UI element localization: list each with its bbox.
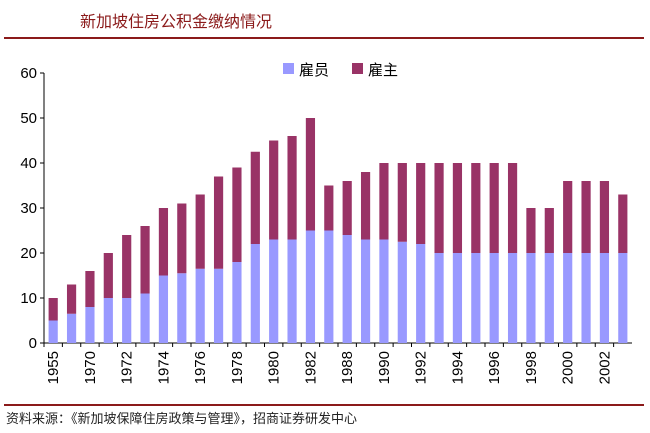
bar-employee bbox=[434, 253, 444, 343]
legend-label-employer: 雇主 bbox=[368, 61, 398, 79]
bar-employer bbox=[397, 163, 407, 242]
bar-employer bbox=[471, 163, 481, 253]
bar-employer bbox=[122, 235, 132, 298]
bar-employer bbox=[213, 176, 224, 269]
bar-employer bbox=[140, 226, 150, 294]
x-tick-label: 2000 bbox=[560, 351, 577, 384]
bar-employer bbox=[232, 167, 242, 262]
bar-employer bbox=[360, 172, 371, 240]
bar-employee bbox=[232, 262, 242, 343]
bar-employee bbox=[379, 239, 389, 343]
y-tick-label: 0 bbox=[29, 335, 37, 352]
bar-employee bbox=[103, 298, 113, 343]
top-rule bbox=[4, 37, 644, 39]
bar-employee bbox=[48, 320, 58, 343]
x-tick-label: 1974 bbox=[155, 351, 172, 384]
bar-employee bbox=[140, 293, 150, 343]
bar-employee bbox=[360, 239, 371, 343]
x-tick-label: 1998 bbox=[523, 351, 540, 384]
bar-employer bbox=[618, 194, 628, 253]
bar-employer bbox=[85, 271, 95, 307]
bar-employer bbox=[507, 163, 518, 253]
y-tick-label: 60 bbox=[20, 65, 37, 82]
bar-employee bbox=[544, 253, 554, 343]
x-tick-label: 1990 bbox=[376, 351, 393, 384]
bar-employee bbox=[195, 268, 205, 343]
legend-swatch-employee bbox=[283, 63, 294, 74]
bar-employee bbox=[122, 298, 132, 343]
bar-employee bbox=[250, 244, 260, 343]
bar-employer bbox=[563, 181, 573, 253]
x-tick-label: 1992 bbox=[413, 351, 430, 384]
bar-employer bbox=[342, 181, 352, 235]
bar-employer bbox=[379, 163, 389, 240]
bar-employer bbox=[103, 253, 113, 298]
bar-employer bbox=[305, 118, 316, 231]
y-tick-label: 40 bbox=[20, 155, 37, 172]
bar-employee bbox=[581, 253, 591, 343]
bar-employee bbox=[507, 253, 518, 343]
bottom-rule bbox=[4, 404, 644, 406]
bar-employer bbox=[581, 181, 591, 253]
bar-employer bbox=[416, 163, 426, 244]
x-tick-label: 1976 bbox=[192, 351, 209, 384]
bar-employee bbox=[416, 244, 426, 343]
x-tick-label: 1978 bbox=[229, 351, 246, 384]
chart-title: 新加坡住房公积金缴纳情况 bbox=[80, 12, 273, 31]
bar-employer bbox=[158, 208, 169, 276]
y-tick-label: 50 bbox=[20, 110, 37, 127]
bar-employer bbox=[434, 163, 444, 253]
bar-employee bbox=[269, 239, 279, 343]
bar-employer bbox=[195, 194, 205, 269]
bar-employee bbox=[287, 239, 297, 343]
source-note: 资料来源：《新加坡保障住房政策与管理》，招商证券研发中心 bbox=[6, 412, 358, 427]
bar-employee bbox=[177, 273, 187, 343]
bar-employer bbox=[526, 208, 536, 253]
bar-employee bbox=[66, 313, 77, 343]
y-tick-label: 10 bbox=[20, 290, 37, 307]
bar-employee bbox=[158, 275, 169, 343]
bar-employee bbox=[213, 268, 224, 343]
bar-employer bbox=[48, 298, 58, 321]
x-tick-label: 1994 bbox=[449, 351, 466, 384]
y-tick-label: 30 bbox=[20, 200, 37, 217]
bar-employee bbox=[85, 307, 95, 343]
bar-employer bbox=[544, 208, 554, 253]
x-tick-label: 1972 bbox=[119, 351, 136, 384]
bar-employer bbox=[324, 185, 334, 231]
bar-employee bbox=[397, 241, 407, 343]
x-tick-label: 1980 bbox=[266, 351, 283, 384]
bar-employee bbox=[471, 253, 481, 343]
bar-employer bbox=[66, 284, 77, 314]
bar-employer bbox=[250, 151, 260, 244]
bar-employee bbox=[599, 253, 610, 343]
y-tick-label: 20 bbox=[20, 245, 37, 262]
bar-employer bbox=[269, 140, 279, 240]
bar-employer bbox=[599, 181, 610, 253]
bar-employee bbox=[305, 230, 316, 343]
legend-swatch-employer bbox=[352, 63, 363, 74]
bar-employer bbox=[489, 163, 499, 253]
bar-employee bbox=[526, 253, 536, 343]
bar-employer bbox=[287, 136, 297, 240]
x-tick-label: 1955 bbox=[45, 351, 62, 384]
x-tick-label: 1996 bbox=[486, 351, 503, 384]
x-tick-label: 2002 bbox=[596, 351, 613, 384]
legend-label-employee: 雇员 bbox=[299, 61, 329, 79]
bar-employee bbox=[489, 253, 499, 343]
bar-employee bbox=[342, 235, 352, 343]
bar-employee bbox=[324, 230, 334, 343]
x-tick-label: 1988 bbox=[339, 351, 356, 384]
bar-employee bbox=[618, 253, 628, 343]
bar-employer bbox=[177, 203, 187, 274]
bar-employer bbox=[452, 163, 463, 253]
bar-employee bbox=[452, 253, 463, 343]
bar-employee bbox=[563, 253, 573, 343]
x-tick-label: 1982 bbox=[302, 351, 319, 384]
x-tick-label: 1970 bbox=[82, 351, 99, 384]
